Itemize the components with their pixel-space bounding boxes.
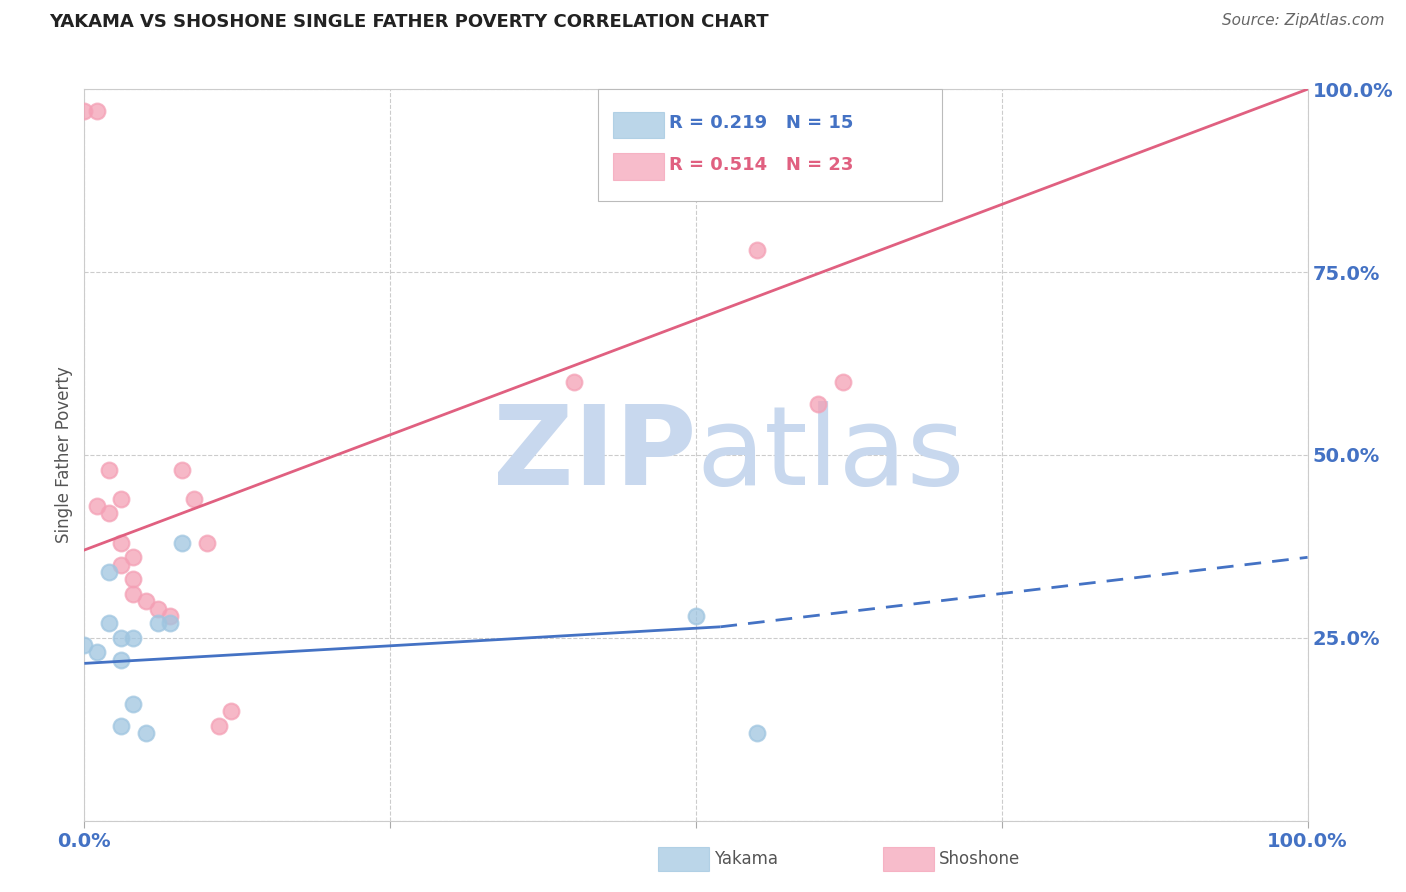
Point (86, 499, 108, 513)
Point (159, 616, 181, 631)
Text: ZIP: ZIP (492, 401, 696, 508)
Point (110, 631, 132, 645)
Point (159, 608, 181, 623)
Point (122, 572, 145, 586)
Point (807, 397, 830, 411)
Point (110, 653, 132, 667)
Point (122, 550, 145, 565)
Point (73, 104, 96, 119)
Point (97, 462, 120, 476)
Point (183, 491, 205, 506)
Point (146, 601, 169, 615)
Point (747, 243, 769, 257)
Text: atlas: atlas (696, 401, 965, 508)
Point (122, 631, 145, 645)
Point (73, 638, 96, 652)
Point (86, 104, 108, 119)
Point (562, 375, 585, 389)
Point (122, 587, 145, 601)
Point (831, 375, 853, 389)
Y-axis label: Single Father Poverty: Single Father Poverty (55, 367, 73, 543)
Point (122, 697, 145, 711)
Point (110, 718, 132, 732)
Point (208, 718, 231, 732)
Point (110, 535, 132, 549)
Text: Source: ZipAtlas.com: Source: ZipAtlas.com (1222, 13, 1385, 29)
Point (195, 535, 218, 549)
Point (110, 491, 132, 506)
Point (97, 616, 120, 631)
Point (172, 535, 194, 549)
Text: YAKAMA VS SHOSHONE SINGLE FATHER POVERTY CORRELATION CHART: YAKAMA VS SHOSHONE SINGLE FATHER POVERTY… (49, 13, 769, 31)
Point (97, 507, 120, 521)
Text: R = 0.514   N = 23: R = 0.514 N = 23 (669, 156, 853, 174)
Point (110, 558, 132, 572)
Point (135, 594, 157, 608)
Point (86, 645, 108, 659)
Point (172, 462, 194, 476)
Point (219, 704, 242, 718)
Point (146, 616, 169, 631)
Text: R = 0.219   N = 15: R = 0.219 N = 15 (669, 114, 853, 132)
Text: Shoshone: Shoshone (939, 850, 1021, 868)
Point (97, 565, 120, 579)
Point (747, 726, 769, 740)
Point (685, 608, 707, 623)
Point (135, 726, 157, 740)
Text: Yakama: Yakama (714, 850, 779, 868)
